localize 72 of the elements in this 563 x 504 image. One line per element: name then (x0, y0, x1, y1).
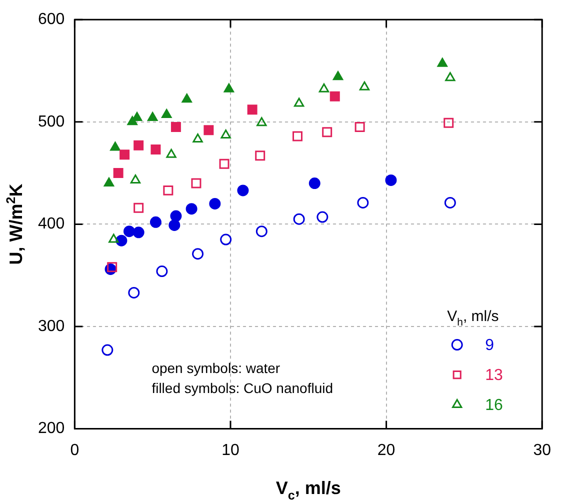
point (256, 117, 267, 126)
legend-label: 16 (485, 396, 503, 414)
point (308, 178, 320, 190)
legend-label: 13 (485, 366, 503, 384)
x-tick-label: 10 (222, 442, 240, 459)
y-tick-label: 500 (38, 113, 65, 130)
point (162, 108, 172, 118)
point (385, 174, 397, 186)
point (357, 196, 369, 208)
point (192, 134, 203, 143)
point (220, 234, 232, 246)
point (293, 213, 305, 225)
point (156, 266, 168, 278)
x-tick-label: 30 (533, 442, 552, 459)
point (110, 142, 120, 151)
point (256, 226, 268, 238)
y-axis-title: U, W/m2K (4, 184, 26, 265)
y-tick-label: 200 (38, 420, 65, 438)
x-tick-label: 20 (377, 442, 396, 459)
point (224, 83, 234, 92)
point (292, 131, 302, 142)
y-tick-label: 300 (38, 318, 65, 335)
point (123, 226, 135, 238)
point (437, 58, 448, 67)
point (116, 234, 128, 246)
point (134, 202, 144, 213)
point (220, 129, 231, 138)
point (444, 118, 454, 128)
point (359, 81, 370, 90)
point (182, 94, 192, 103)
point (150, 216, 162, 228)
annotation: filled symbols: CuO nanofluid (152, 380, 334, 396)
point (168, 219, 180, 231)
point (191, 178, 202, 188)
point (444, 196, 456, 208)
legend-label: 9 (485, 336, 494, 354)
point (186, 203, 198, 215)
point (120, 150, 130, 160)
point (170, 210, 182, 222)
point (354, 122, 365, 132)
point (134, 140, 144, 150)
point (104, 178, 114, 187)
point (316, 211, 328, 223)
point (318, 83, 330, 92)
point (204, 125, 214, 136)
y-tick-label: 600 (38, 11, 65, 28)
x-tick-label: 0 (70, 442, 80, 459)
point (322, 127, 332, 138)
point (128, 286, 140, 298)
point (102, 344, 114, 356)
y-tick-label: 400 (38, 216, 65, 233)
point (130, 174, 141, 184)
point (330, 91, 340, 102)
point (219, 158, 230, 169)
point (107, 262, 118, 272)
point (108, 234, 119, 243)
point (255, 150, 266, 161)
point (132, 226, 144, 238)
point (192, 248, 204, 260)
point (150, 144, 161, 155)
point (170, 122, 181, 132)
point (166, 148, 176, 158)
point (237, 184, 249, 196)
point (332, 71, 344, 80)
point (209, 198, 221, 210)
point (163, 185, 174, 196)
point (445, 72, 456, 82)
point (247, 104, 258, 115)
point (294, 98, 304, 107)
point (148, 112, 158, 122)
point (113, 168, 124, 178)
annotation: open symbols: water (152, 360, 280, 376)
